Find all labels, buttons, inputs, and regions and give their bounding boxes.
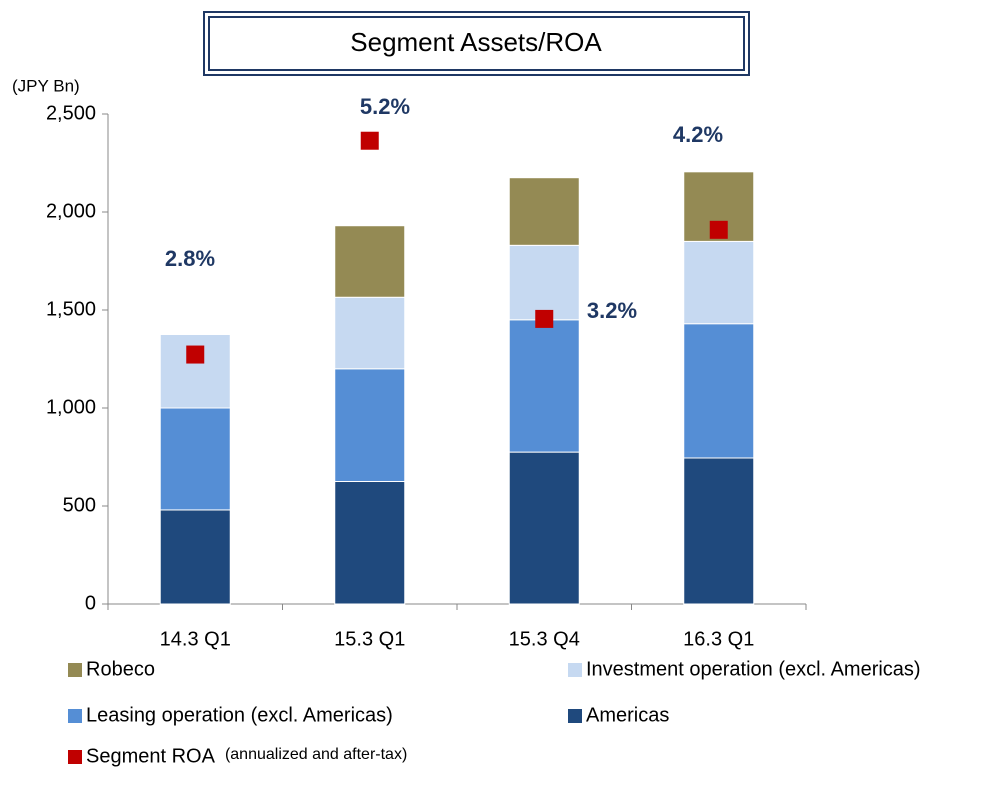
- data-label: 5.2%: [360, 94, 410, 119]
- legend-note: (annualized and after-tax): [225, 746, 407, 763]
- y-axis-label: (JPY Bn): [12, 76, 80, 95]
- x-tick-label: 15.3 Q1: [334, 628, 405, 650]
- roa-marker: [709, 220, 728, 239]
- y-tick-label: 2,500: [46, 102, 96, 124]
- y-tick-label: 1,500: [46, 298, 96, 320]
- y-tick-label: 2,000: [46, 200, 96, 222]
- bar-segment: [508, 244, 580, 321]
- legend-label: Investment operation (excl. Americas): [586, 658, 921, 680]
- roa-marker: [360, 131, 379, 150]
- data-label: 2.8%: [165, 246, 215, 271]
- y-tick-label: 1,000: [46, 396, 96, 418]
- bar-segment: [159, 407, 231, 511]
- y-tick-label: 500: [63, 494, 96, 516]
- legend-swatch: [68, 750, 82, 764]
- legend-swatch: [568, 709, 582, 723]
- x-tick-label: 14.3 Q1: [160, 628, 231, 650]
- bar-segment: [508, 451, 580, 605]
- data-label: 3.2%: [587, 298, 637, 323]
- legend-label: Segment ROA: [86, 745, 216, 767]
- roa-marker: [186, 345, 205, 364]
- roa-marker: [535, 309, 554, 328]
- data-label: 4.2%: [673, 122, 723, 147]
- bar-segment: [334, 296, 406, 370]
- legend-swatch: [68, 709, 82, 723]
- bar-segment: [334, 225, 406, 298]
- y-tick-label: 0: [85, 592, 96, 614]
- bar-segment: [159, 334, 231, 409]
- legend-swatch: [568, 663, 582, 677]
- bar-segment: [683, 323, 755, 459]
- title-box-inner: [208, 16, 745, 71]
- chart-title: Segment Assets/ROA: [350, 27, 602, 57]
- bar-segment: [508, 177, 580, 246]
- bar-segment: [334, 368, 406, 482]
- x-tick-label: 15.3 Q4: [509, 628, 580, 650]
- bar-segment: [508, 319, 580, 453]
- legend-label: Leasing operation (excl. Americas): [86, 704, 393, 726]
- legend-label: Robeco: [86, 658, 155, 680]
- bar-segment: [334, 481, 406, 605]
- title-box-outer: [203, 11, 750, 76]
- bar-segment: [159, 509, 231, 605]
- bar-segment: [683, 240, 755, 325]
- legend-label: Americas: [586, 704, 669, 726]
- x-tick-label: 16.3 Q1: [683, 628, 754, 650]
- legend-swatch: [68, 663, 82, 677]
- bar-segment: [683, 457, 755, 605]
